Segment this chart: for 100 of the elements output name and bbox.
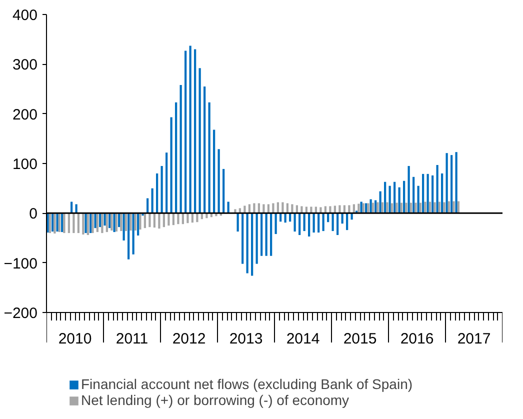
bar [198, 68, 201, 214]
legend-label: Net lending (+) or borrowing (-) of economy [81, 392, 350, 408]
bar [174, 102, 178, 214]
bar [440, 173, 444, 214]
bar [127, 213, 130, 260]
bar [208, 102, 210, 214]
bar [180, 85, 182, 214]
bar [384, 182, 386, 214]
bar [122, 213, 125, 240]
bar [94, 213, 96, 228]
bar [170, 117, 172, 214]
x-tick-label: 2014 [286, 330, 320, 348]
y-tick-label: 400 [12, 7, 38, 24]
bar [388, 186, 391, 214]
bar [222, 168, 225, 214]
bar [262, 204, 265, 214]
bar [156, 173, 158, 214]
bar [270, 213, 272, 256]
bar [402, 180, 406, 214]
bar [165, 152, 168, 214]
bar [417, 186, 420, 214]
bar [329, 206, 332, 214]
bar [372, 202, 374, 214]
bar [101, 213, 104, 234]
bar [438, 202, 441, 214]
bar [160, 166, 163, 214]
bar [396, 202, 398, 214]
bar [250, 213, 254, 276]
bar [218, 149, 220, 214]
bar [310, 206, 312, 214]
x-tick-label: 2016 [400, 330, 434, 348]
bar [370, 199, 372, 214]
bar [282, 202, 284, 214]
bar [379, 191, 382, 214]
bar [212, 130, 216, 214]
bar [184, 50, 187, 214]
bar [265, 213, 268, 256]
bar [414, 202, 417, 214]
x-tick-label: 2010 [58, 330, 92, 348]
bar [322, 213, 324, 232]
x-tick-label: 2017 [457, 330, 491, 348]
bar [136, 213, 140, 236]
bar [130, 213, 132, 231]
bar [70, 202, 73, 214]
bar [408, 166, 410, 214]
bar [424, 202, 426, 214]
bar [260, 213, 263, 256]
x-tick-label: 2015 [343, 330, 377, 348]
bar [312, 213, 315, 233]
bar [422, 174, 424, 214]
bar [241, 213, 244, 264]
bar [398, 187, 400, 214]
bar [332, 213, 334, 232]
bar [434, 202, 436, 214]
bar [448, 201, 450, 214]
bar [158, 213, 160, 229]
bar [348, 205, 350, 214]
x-tick-label: 2011 [116, 330, 148, 348]
bar [75, 204, 78, 214]
bar [367, 203, 370, 214]
bar [300, 206, 303, 214]
y-tick-label: 300 [12, 56, 38, 74]
bar [455, 152, 458, 214]
bar [419, 202, 422, 214]
bar [104, 213, 106, 226]
bar [450, 155, 453, 214]
bar [272, 203, 274, 214]
bar [276, 202, 280, 214]
bar [338, 205, 341, 214]
bar [110, 213, 113, 231]
bar [177, 213, 180, 224]
bar [186, 213, 189, 224]
legend-label: Financial account net flows (excluding Bank of Spain) [81, 376, 413, 392]
bar [436, 164, 438, 214]
bar [446, 153, 448, 214]
bar [253, 203, 256, 214]
bar [291, 204, 294, 214]
bar [405, 202, 408, 214]
bar [400, 202, 403, 214]
bar [412, 176, 415, 214]
bar [308, 213, 310, 237]
bar [341, 213, 344, 224]
bar [376, 202, 379, 214]
bar [246, 213, 248, 274]
y-tick-label: −200 [4, 305, 38, 322]
bar [244, 206, 246, 214]
bar [381, 202, 384, 214]
bar [72, 213, 75, 234]
bar [148, 213, 151, 228]
bar [139, 213, 142, 230]
bar [457, 201, 460, 214]
bar [82, 213, 84, 235]
bar [132, 213, 134, 254]
bar [189, 46, 192, 214]
bar [303, 213, 306, 232]
bar [120, 213, 122, 232]
y-tick-label: 100 [12, 156, 38, 173]
bar [360, 202, 362, 214]
bar [274, 213, 277, 234]
bar [393, 182, 396, 214]
